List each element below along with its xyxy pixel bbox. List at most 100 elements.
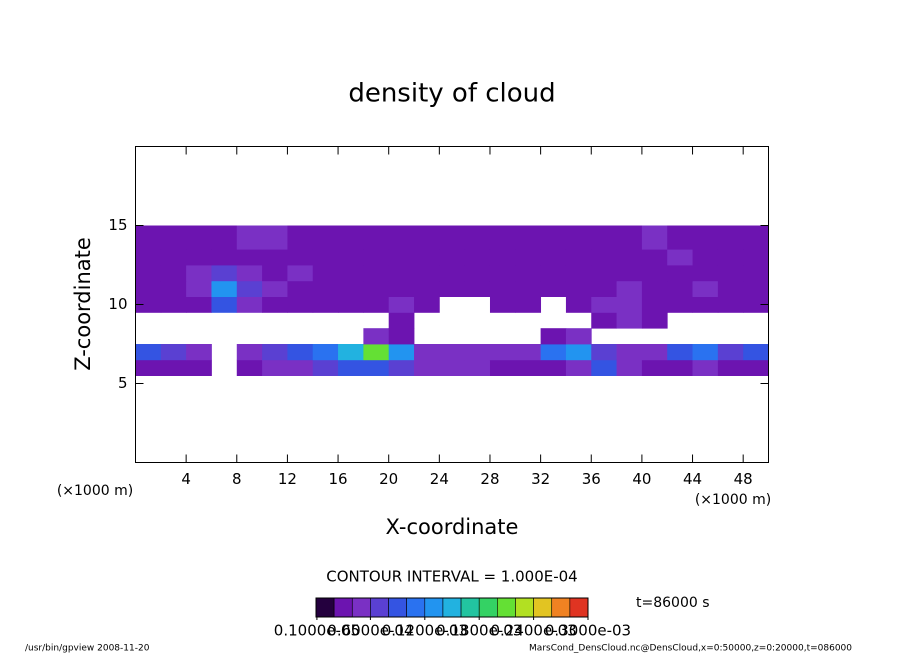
cell	[414, 344, 440, 361]
cell	[540, 225, 567, 250]
y-unit: (×1000 m)	[57, 483, 133, 499]
cell	[312, 344, 339, 361]
colorbar-segment	[388, 597, 407, 618]
cell	[135, 249, 162, 266]
cell	[388, 225, 415, 250]
cell	[565, 225, 592, 250]
x-tick-label: 20	[379, 470, 398, 488]
cell	[439, 344, 466, 361]
cell	[363, 328, 390, 345]
colorbar-frame	[315, 597, 589, 618]
cell	[743, 280, 769, 297]
cell	[565, 280, 592, 297]
cell	[236, 225, 263, 250]
x-tick-label: 44	[683, 470, 702, 488]
cell	[160, 265, 187, 282]
cell	[515, 280, 542, 297]
cell	[363, 265, 390, 282]
colorbar-segment	[315, 597, 335, 618]
cell	[692, 249, 719, 266]
y-axis-label: Z-coordinate	[71, 237, 95, 371]
footer-right: MarsCond_DensCloud.nc@DensCloud,x=0:5000…	[529, 644, 852, 654]
cell	[211, 249, 238, 266]
footer-left: /usr/bin/gpview 2008-11-20	[25, 644, 150, 654]
cell	[515, 265, 542, 282]
cell	[160, 344, 187, 361]
colorbar-segment	[460, 597, 480, 618]
cell	[287, 280, 314, 297]
cell	[236, 249, 263, 266]
cell	[540, 359, 567, 376]
cell	[641, 280, 668, 297]
cell	[262, 265, 288, 282]
colorbar-segment	[351, 597, 371, 618]
cell	[489, 359, 516, 376]
colorbar-label: 0.1200e-03	[382, 622, 468, 640]
cell	[717, 344, 744, 361]
cell	[388, 312, 415, 329]
cell	[743, 359, 769, 376]
cell	[489, 249, 516, 266]
cell	[186, 225, 212, 250]
cell	[464, 344, 491, 361]
cell	[211, 280, 238, 297]
cell	[565, 249, 592, 266]
cell	[540, 344, 567, 361]
cell	[641, 249, 668, 266]
cell	[287, 296, 314, 313]
cell	[287, 265, 314, 282]
cell	[414, 225, 440, 250]
colorbar-label: 0.1000e-05	[274, 622, 360, 640]
field	[135, 225, 769, 376]
cell	[641, 225, 668, 250]
cell	[262, 296, 288, 313]
cell	[515, 249, 542, 266]
cell	[692, 296, 719, 313]
cell	[489, 280, 516, 297]
x-tick-label: 8	[232, 470, 242, 488]
x-tick-label: 32	[531, 470, 550, 488]
cell	[489, 296, 516, 313]
colorbar-segment	[551, 597, 571, 618]
cell	[414, 280, 440, 297]
cell	[388, 328, 415, 345]
cell	[565, 328, 592, 345]
colorbar-segment	[406, 597, 426, 618]
cell	[591, 225, 617, 250]
cell	[186, 265, 212, 282]
cell	[692, 225, 719, 250]
cell	[591, 344, 617, 361]
cell	[338, 225, 364, 250]
cell	[641, 344, 668, 361]
colorbar-segment	[515, 597, 534, 618]
cell	[388, 296, 415, 313]
cell	[565, 296, 592, 313]
cell	[186, 280, 212, 297]
cell	[135, 344, 162, 361]
cell	[591, 265, 617, 282]
cell	[692, 344, 719, 361]
cell	[236, 296, 263, 313]
cell	[338, 359, 364, 376]
cell	[338, 280, 364, 297]
cell	[312, 359, 339, 376]
cell	[414, 265, 440, 282]
cell	[515, 225, 542, 250]
cell	[717, 249, 744, 266]
cell	[616, 296, 643, 313]
cell	[363, 280, 390, 297]
cell	[363, 249, 390, 266]
cell	[667, 296, 693, 313]
cell	[135, 280, 162, 297]
cell	[439, 265, 466, 282]
cell	[591, 296, 617, 313]
colorbar-label: 0.3000e-03	[545, 622, 631, 640]
cell	[565, 265, 592, 282]
cell	[388, 265, 415, 282]
x-axis-label: X-coordinate	[386, 515, 519, 539]
cell	[565, 359, 592, 376]
cell	[287, 225, 314, 250]
